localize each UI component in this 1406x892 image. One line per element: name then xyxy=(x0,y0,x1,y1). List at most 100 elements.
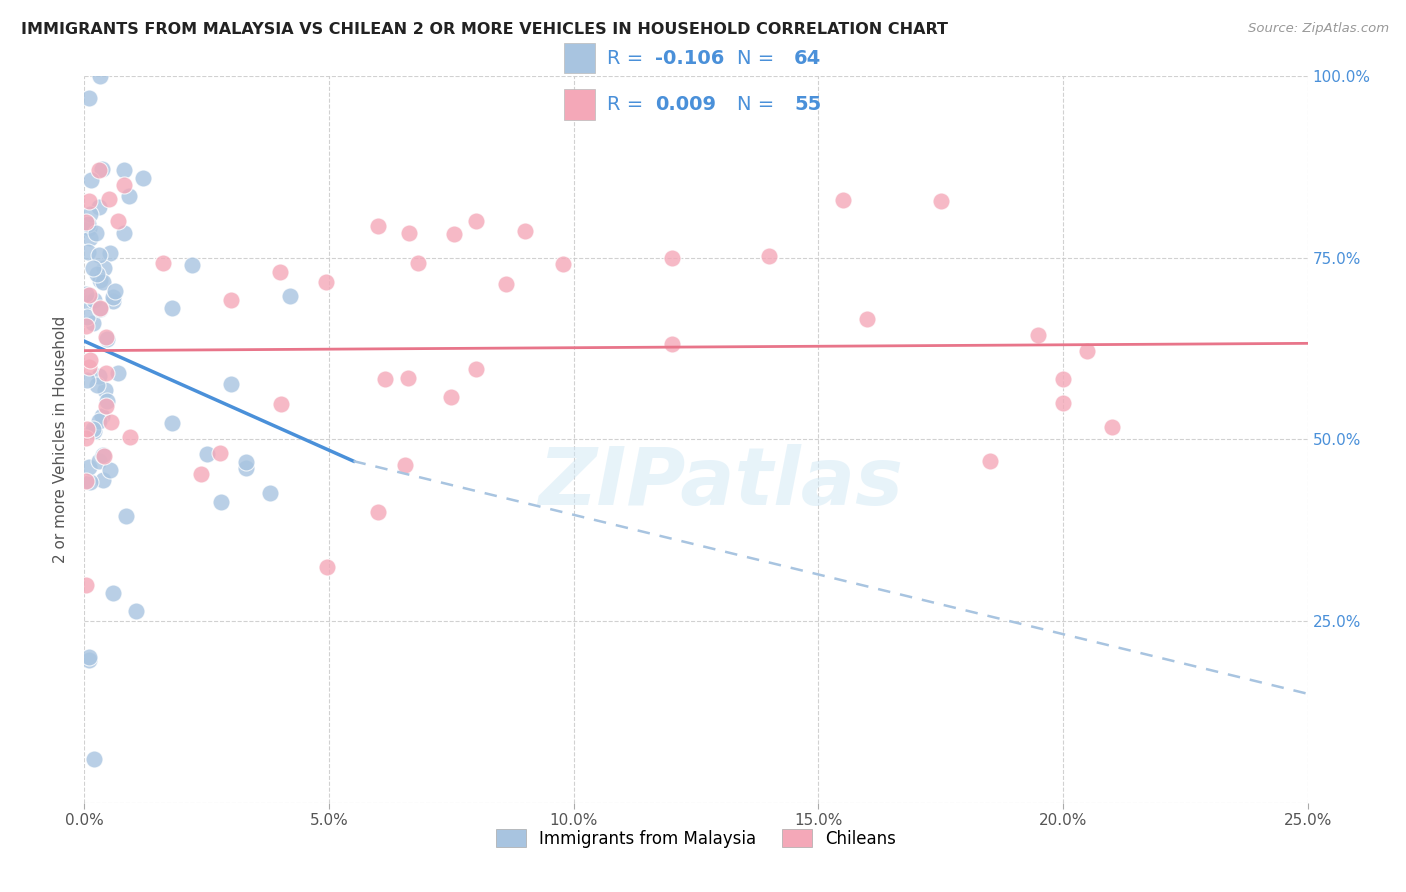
Point xyxy=(79,207,101,221)
Text: ZIPatlas: ZIPatlas xyxy=(538,444,903,522)
Text: Source: ZipAtlas.com: Source: ZipAtlas.com xyxy=(1249,22,1389,36)
Point xyxy=(75,215,97,229)
Point xyxy=(1076,343,1098,358)
Point xyxy=(367,219,389,234)
Point xyxy=(259,486,281,500)
Point xyxy=(89,301,111,316)
Point xyxy=(75,578,97,592)
Point xyxy=(661,251,683,265)
Point xyxy=(316,559,339,574)
Point xyxy=(132,170,155,185)
Text: R =: R = xyxy=(607,95,650,114)
Point xyxy=(91,448,114,462)
Point xyxy=(94,399,117,413)
Point xyxy=(83,293,105,307)
Point xyxy=(1052,372,1074,386)
Point xyxy=(79,460,101,475)
Point xyxy=(440,391,463,405)
Point xyxy=(1101,420,1123,434)
Point xyxy=(112,226,135,240)
Point xyxy=(269,265,291,279)
Text: R =: R = xyxy=(607,48,650,68)
Point xyxy=(77,194,100,208)
Point xyxy=(235,461,257,475)
Point xyxy=(1028,328,1050,343)
Point xyxy=(77,287,100,301)
Point xyxy=(209,495,232,509)
Point xyxy=(77,217,100,231)
Point xyxy=(84,226,107,240)
Point xyxy=(79,231,101,245)
Point xyxy=(77,653,100,667)
Point xyxy=(94,330,117,344)
Point xyxy=(117,188,139,202)
Point xyxy=(87,163,110,178)
Point xyxy=(79,475,101,489)
Point xyxy=(101,293,124,308)
Point xyxy=(77,649,100,664)
Point xyxy=(396,371,419,385)
Point xyxy=(82,260,104,275)
Point xyxy=(195,447,218,461)
Point xyxy=(513,224,536,238)
Point xyxy=(75,475,97,489)
Point xyxy=(979,454,1001,468)
Point xyxy=(162,416,184,430)
Text: N =: N = xyxy=(737,95,780,114)
Point xyxy=(152,256,174,270)
Text: 0.009: 0.009 xyxy=(655,95,716,114)
Point xyxy=(107,366,129,380)
Text: -0.106: -0.106 xyxy=(655,48,724,68)
Text: IMMIGRANTS FROM MALAYSIA VS CHILEAN 2 OR MORE VEHICLES IN HOUSEHOLD CORRELATION : IMMIGRANTS FROM MALAYSIA VS CHILEAN 2 OR… xyxy=(21,22,948,37)
Point xyxy=(551,257,574,271)
Y-axis label: 2 or more Vehicles in Household: 2 or more Vehicles in Household xyxy=(53,316,69,563)
Text: N =: N = xyxy=(737,48,780,68)
Point xyxy=(86,267,108,281)
Point xyxy=(374,372,396,386)
Point xyxy=(464,361,486,376)
Point xyxy=(367,505,389,519)
Legend: Immigrants from Malaysia, Chileans: Immigrants from Malaysia, Chileans xyxy=(488,821,904,856)
Point xyxy=(758,249,780,263)
Point xyxy=(112,178,135,192)
Point xyxy=(76,422,98,436)
Text: 55: 55 xyxy=(794,95,821,114)
Point xyxy=(77,221,100,235)
Point xyxy=(75,318,97,333)
Point xyxy=(82,422,104,436)
Point xyxy=(79,352,101,367)
Point xyxy=(831,193,853,207)
Point xyxy=(315,275,337,289)
Point xyxy=(80,173,103,187)
Point xyxy=(443,227,465,242)
Point xyxy=(93,449,115,463)
Bar xyxy=(564,43,595,73)
Point xyxy=(278,288,301,302)
Point xyxy=(79,359,101,374)
Point xyxy=(464,214,486,228)
Point xyxy=(104,284,127,298)
Point xyxy=(398,226,420,240)
Point xyxy=(89,301,111,316)
Point xyxy=(98,246,121,260)
Point xyxy=(661,337,683,351)
Bar xyxy=(564,89,595,120)
Point xyxy=(235,455,257,469)
Point xyxy=(219,376,242,391)
Point xyxy=(91,161,114,176)
Point xyxy=(856,312,879,326)
Point xyxy=(96,393,118,408)
Point xyxy=(101,586,124,600)
Point xyxy=(97,193,120,207)
Point xyxy=(101,290,124,304)
Point xyxy=(91,473,114,487)
Text: 64: 64 xyxy=(794,48,821,68)
Point xyxy=(495,277,517,291)
Point xyxy=(87,248,110,262)
Point xyxy=(1052,396,1074,410)
Point xyxy=(76,373,98,387)
Point xyxy=(124,604,146,618)
Point xyxy=(89,69,111,83)
Point xyxy=(162,301,184,315)
Point xyxy=(406,255,429,269)
